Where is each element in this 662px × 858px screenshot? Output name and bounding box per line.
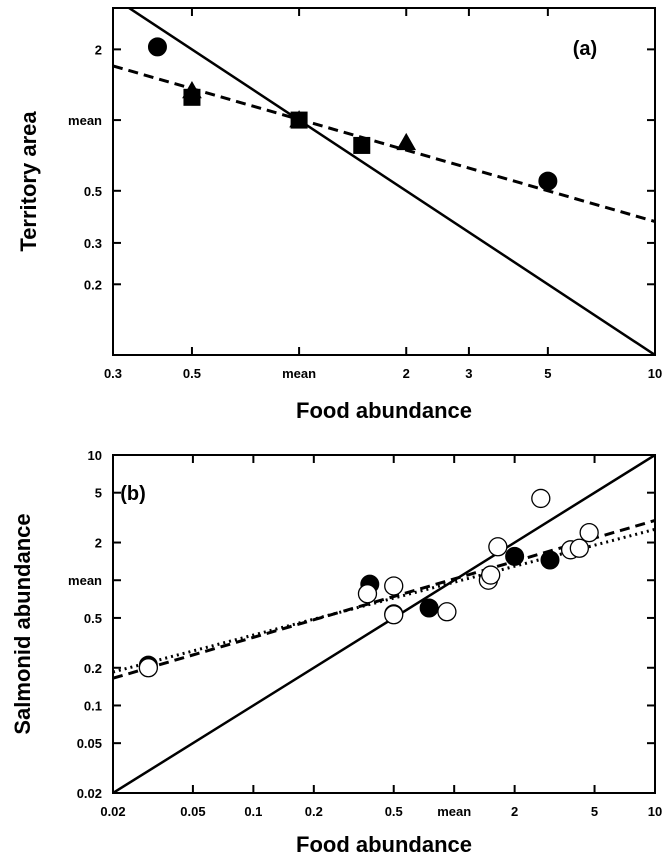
x-tick-label: 2 [511, 804, 518, 819]
panel-label: (a) [573, 38, 597, 60]
x-tick-label: 0.5 [183, 366, 201, 381]
y-tick-label: 0.2 [84, 277, 102, 292]
x-tick-label: 0.1 [244, 804, 262, 819]
y-tick-label: 0.05 [77, 736, 102, 751]
fit-line-solid [126, 8, 655, 355]
y-axis-title: Territory area [16, 111, 41, 252]
x-tick-label: 2 [403, 366, 410, 381]
x-tick-label: 0.05 [180, 804, 205, 819]
y-tick-label: 10 [88, 448, 102, 463]
chart-panel-0: 0.3 0.5 mean 2 3 5 10 0.2 0.3 0.5 mean 2 Food abunda… [16, 7, 662, 423]
x-tick-label: 0.3 [104, 366, 122, 381]
x-tick-label: 5 [591, 804, 598, 819]
square-point [290, 111, 308, 129]
x-tick-label: 0.02 [100, 804, 125, 819]
open-circle-point [357, 584, 378, 604]
square-point [183, 88, 201, 106]
filled-circle-point [147, 37, 167, 57]
chart-panel-1: 0.02 0.05 0.1 0.2 0.5 mean 2 5 10 0.02 0.05 0.1 0.2 0… [10, 448, 662, 857]
fit-lines [113, 455, 655, 793]
x-tick-label: 3 [465, 366, 472, 381]
y-axis-title: Salmonid abundance [10, 513, 35, 734]
y-tick-label: 0.2 [84, 661, 102, 676]
x-axis-title: Food abundance [296, 398, 472, 423]
triangle-point [396, 132, 417, 151]
filled-circle-point [419, 598, 439, 618]
open-circle-point [488, 537, 508, 557]
x-tick-label: 0.5 [385, 804, 403, 819]
data-markers [138, 488, 599, 678]
open-circle-point [579, 522, 599, 543]
filled-circle-point [540, 550, 560, 570]
y-tick-label: 0.02 [77, 786, 102, 801]
x-tick-label: 10 [648, 366, 662, 381]
open-circle-point [569, 538, 589, 558]
filled-circle-point [505, 546, 525, 566]
x-tick-label: 5 [544, 366, 551, 381]
panel-label: (b) [120, 483, 146, 505]
x-axis-title: Food abundance [296, 832, 472, 857]
fit-line-dashed [113, 64, 655, 223]
y-tick-label: mean [68, 113, 102, 128]
x-tick-label: 0.2 [305, 804, 323, 819]
y-tick-label: mean [68, 573, 102, 588]
y-tick-label: 2 [95, 42, 102, 57]
plot-frame [112, 454, 656, 794]
plot-frame [112, 7, 656, 356]
x-tick-label: mean [282, 366, 316, 381]
y-tick-label: 0.1 [84, 698, 102, 713]
filled-circle-point [538, 171, 558, 191]
fit-line-solid [113, 455, 655, 793]
y-tick-label: 0.3 [84, 236, 102, 251]
x-tick-label: mean [437, 804, 471, 819]
data-markers [147, 37, 558, 191]
open-circle-point [384, 605, 404, 625]
y-tick-label: 5 [95, 486, 102, 501]
open-circle-point [138, 658, 159, 678]
open-circle-point [384, 576, 404, 596]
x-tick-label: 10 [648, 804, 662, 819]
y-tick-label: 0.5 [84, 184, 102, 199]
y-tick-label: 2 [95, 536, 102, 551]
open-circle-point [437, 602, 457, 622]
y-tick-label: 0.5 [84, 611, 102, 626]
square-point [353, 136, 371, 154]
open-circle-point [531, 488, 551, 509]
fit-lines [113, 8, 655, 355]
open-circle-point [481, 565, 501, 585]
